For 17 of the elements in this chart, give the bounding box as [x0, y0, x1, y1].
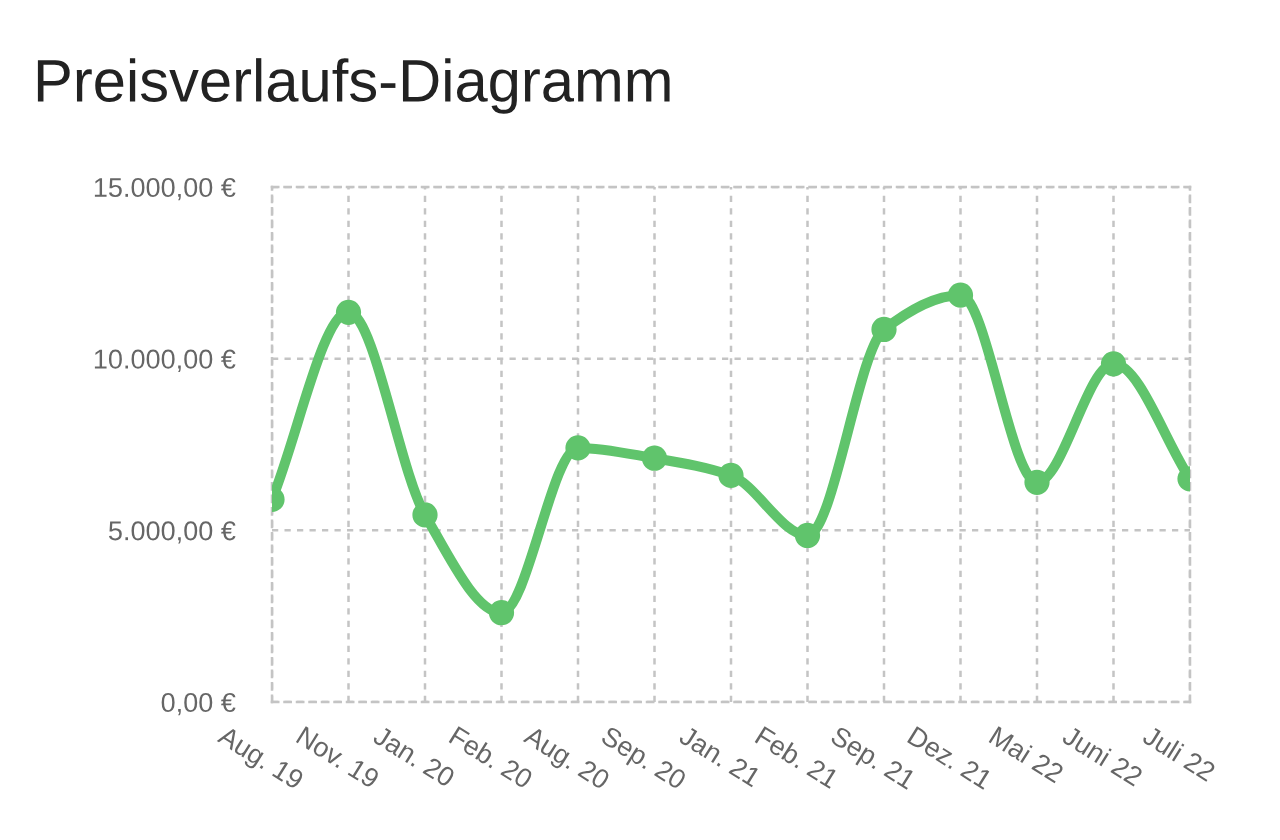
point	[488, 600, 515, 626]
point	[794, 522, 821, 549]
y-tick-label: 15.000,00 €	[94, 177, 236, 201]
chart-title: Preisverlaufs-Diagramm	[37, 58, 670, 114]
point	[1100, 351, 1127, 377]
y-tick-label: 0,00 €	[161, 692, 236, 716]
point	[335, 299, 362, 325]
point	[565, 435, 591, 461]
point	[947, 282, 974, 308]
point	[412, 502, 438, 528]
point	[718, 462, 744, 489]
x-tick-label: Juli 22	[1141, 724, 1217, 782]
y-tick-label: 10.000,00 €	[94, 349, 236, 372]
point	[641, 445, 668, 471]
point	[871, 316, 897, 343]
y-tick-label: 5.000,00 €	[108, 521, 236, 544]
point	[1024, 469, 1050, 495]
